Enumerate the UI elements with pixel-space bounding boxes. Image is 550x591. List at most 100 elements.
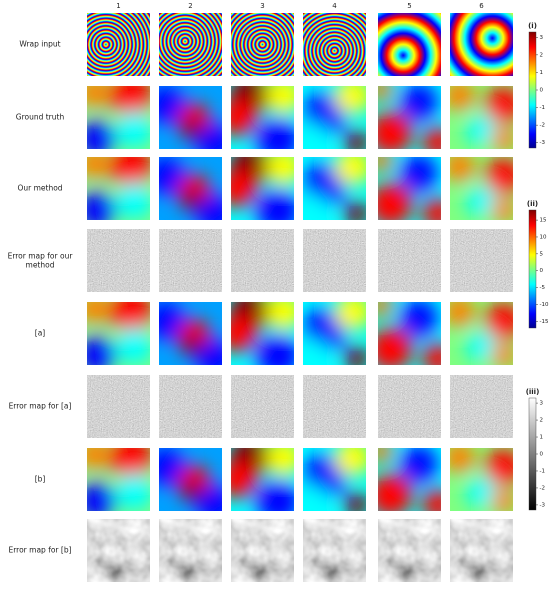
field-blob — [450, 302, 476, 328]
colorbar-label: (iii) — [526, 388, 540, 396]
row-label: [b] — [35, 475, 46, 484]
row-label: Our method — [17, 184, 62, 193]
field-blob — [422, 488, 441, 511]
field-blob — [422, 197, 441, 220]
field-blob — [196, 485, 222, 511]
field-blob — [256, 333, 294, 365]
colorbar-tick-label: 5 — [540, 251, 544, 257]
field-blob — [256, 117, 294, 149]
field-blob — [334, 448, 366, 477]
column-label: 1 — [116, 2, 120, 10]
colorbar-tick-label: -2 — [540, 485, 545, 491]
field-blobs — [450, 157, 513, 220]
error-smooth — [87, 519, 150, 582]
panel-image — [303, 157, 366, 220]
field-blob — [109, 86, 150, 118]
field-blob — [490, 488, 513, 511]
panel-image — [159, 86, 222, 149]
field-blob — [303, 485, 329, 511]
panel-image — [303, 448, 366, 511]
field-blobs — [159, 448, 222, 511]
panel-image — [450, 13, 513, 76]
wrapped-phase — [231, 13, 294, 76]
field-blobs — [303, 448, 366, 511]
row-label: Error map for our method — [8, 252, 74, 270]
field-blob — [109, 157, 150, 189]
field-blob — [450, 448, 476, 474]
field-blob — [343, 492, 366, 511]
field-blobs — [450, 448, 513, 511]
column-label: 2 — [188, 2, 192, 10]
row-label: [a] — [35, 329, 46, 338]
panel-image — [159, 229, 222, 292]
colorbar-tick-label: -3 — [540, 140, 546, 146]
error-noise — [378, 375, 441, 438]
panel-image — [87, 13, 150, 76]
colorbar — [528, 397, 537, 511]
error-noise — [303, 375, 366, 438]
field-blob — [87, 302, 110, 325]
field-blob — [450, 157, 476, 183]
error-noise — [159, 375, 222, 438]
panel-image — [450, 448, 513, 511]
field-blob — [231, 460, 257, 499]
field-blobs — [303, 302, 366, 365]
colorbar-tick-label: -2 — [540, 123, 545, 129]
field-blob — [159, 448, 185, 486]
field-blob — [465, 185, 498, 217]
column-label: 4 — [332, 2, 337, 10]
field-blob — [378, 448, 394, 464]
panel-image — [450, 302, 513, 365]
field-blob — [87, 336, 116, 365]
field-blob — [196, 123, 222, 149]
field-blobs — [87, 448, 150, 511]
error-noise — [159, 229, 222, 292]
colorbar-tick-label: 1 — [540, 70, 544, 76]
error-noise — [231, 229, 294, 292]
column-label: 5 — [407, 2, 411, 10]
field-blob — [196, 194, 222, 220]
panel-image — [159, 375, 222, 438]
panel-image — [303, 519, 366, 582]
colorbar-tick-label: 2 — [540, 52, 544, 58]
colorbar-tick-label: 3 — [540, 401, 544, 407]
colorbar-tick-label: -3 — [540, 502, 546, 508]
panel-image — [159, 13, 222, 76]
panel-image — [231, 448, 294, 511]
field-blob — [159, 157, 185, 195]
field-blob — [87, 482, 116, 511]
field-blob — [400, 86, 438, 121]
field-blob — [334, 302, 366, 331]
panel-image — [378, 13, 441, 76]
field-blobs — [159, 157, 222, 220]
field-blob — [343, 346, 366, 365]
field-blob — [422, 342, 441, 365]
field-blobs — [231, 448, 294, 511]
panel-image — [231, 302, 294, 365]
error-noise — [231, 375, 294, 438]
colorbar-tick-label: 0 — [540, 268, 544, 274]
row-label: Error map for [b] — [8, 546, 71, 555]
panel-image — [450, 157, 513, 220]
field-blob — [231, 314, 257, 353]
error-noise — [87, 229, 150, 292]
colorbar-tick-label: -5 — [540, 285, 546, 291]
panel-image — [231, 13, 294, 76]
error-smooth — [450, 519, 513, 582]
error-smooth — [231, 519, 294, 582]
row-label-line: Error map for our — [8, 252, 74, 261]
field-blobs — [378, 86, 441, 149]
error-smooth — [378, 519, 441, 582]
field-blob — [378, 182, 413, 220]
field-blob — [256, 188, 294, 220]
wrapped-phase — [378, 13, 441, 76]
panel-image — [87, 229, 150, 292]
error-smooth — [303, 519, 366, 582]
field-blobs — [450, 86, 513, 149]
wrapped-phase — [450, 13, 513, 76]
colorbar-tick-label: 3 — [540, 35, 544, 41]
panel-image — [159, 519, 222, 582]
field-blob — [303, 194, 329, 220]
field-blob — [378, 157, 394, 173]
field-blob — [231, 169, 257, 208]
